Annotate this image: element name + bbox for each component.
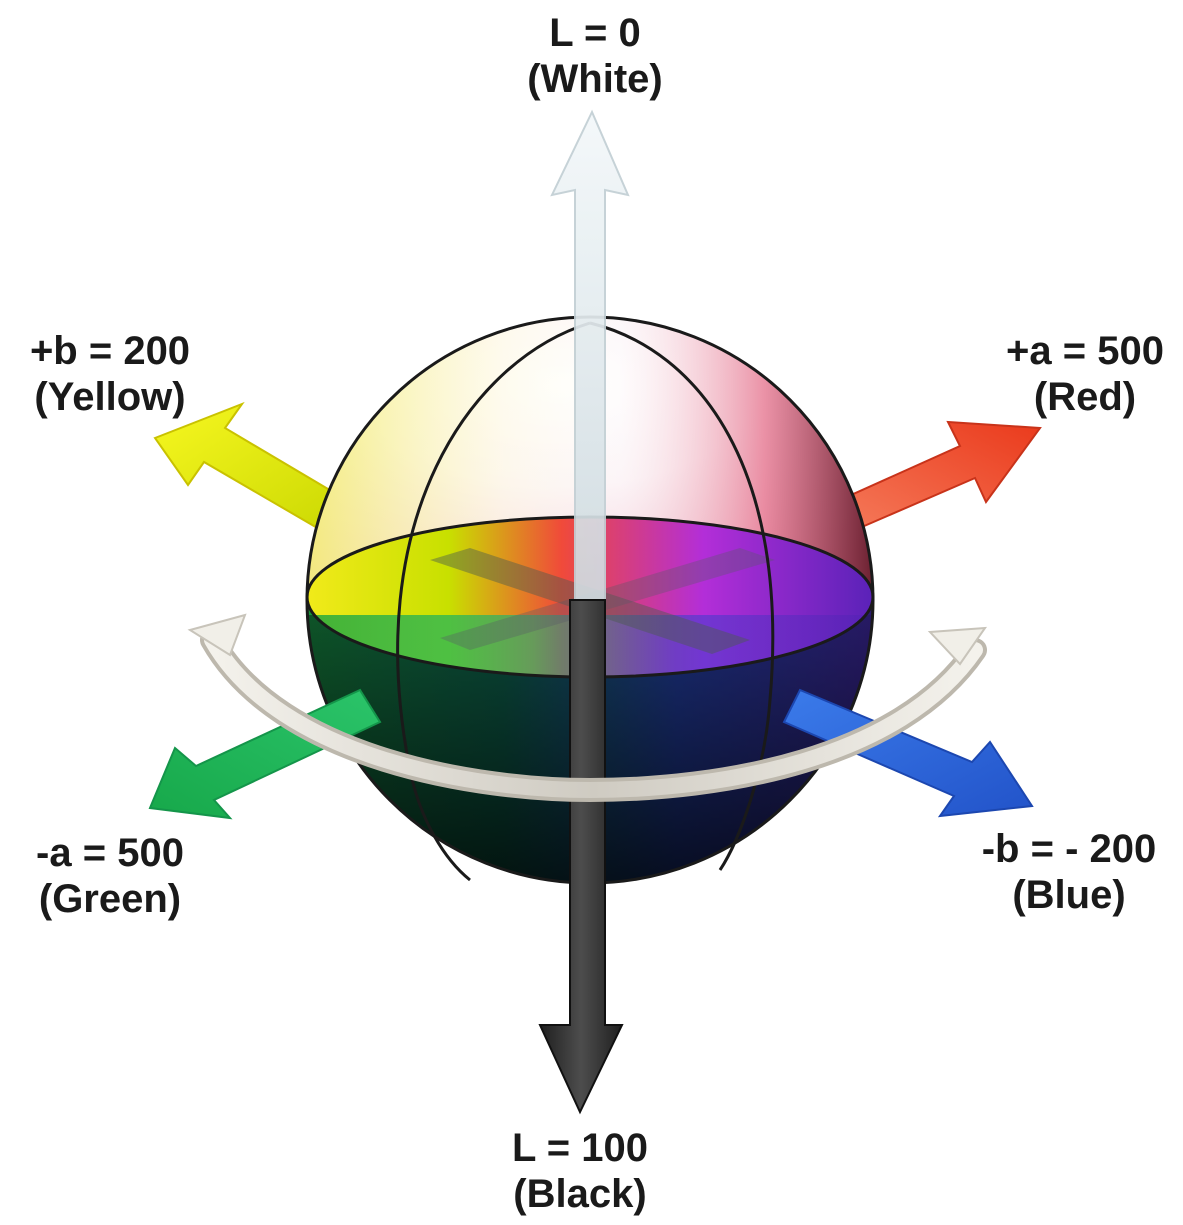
- label-upper-left-name: (Yellow): [34, 375, 186, 419]
- label-bottom-name: (Black): [513, 1172, 647, 1216]
- green-arrow: [148, 688, 382, 820]
- label-bottom-value: L = 100: [511, 1126, 649, 1170]
- black-axis-arrow: [538, 599, 624, 1115]
- label-lower-right-value: -b = - 200: [981, 827, 1157, 871]
- label-lower-left-name: (Green): [38, 877, 182, 921]
- label-upper-right: +a = 500 (Red): [985, 328, 1183, 420]
- label-lower-right: -b = - 200 (Blue): [955, 826, 1183, 918]
- label-top: L = 0 (White): [495, 10, 695, 102]
- label-upper-left-value: +b = 200: [29, 329, 191, 373]
- label-lower-left-value: -a = 500: [36, 831, 184, 875]
- blue-arrow: [782, 688, 1034, 818]
- label-top-value: L = 0: [549, 11, 641, 55]
- rotation-ring-arrow: [187, 613, 988, 803]
- label-upper-right-name: (Red): [1033, 375, 1137, 419]
- label-upper-right-value: +a = 500: [1006, 329, 1164, 373]
- label-upper-left: +b = 200 (Yellow): [5, 328, 215, 420]
- label-top-name: (White): [527, 57, 663, 101]
- label-lower-left: -a = 500 (Green): [10, 830, 210, 922]
- label-lower-right-name: (Blue): [1012, 873, 1126, 917]
- red-arrow: [838, 420, 1042, 532]
- label-bottom: L = 100 (Black): [470, 1125, 690, 1217]
